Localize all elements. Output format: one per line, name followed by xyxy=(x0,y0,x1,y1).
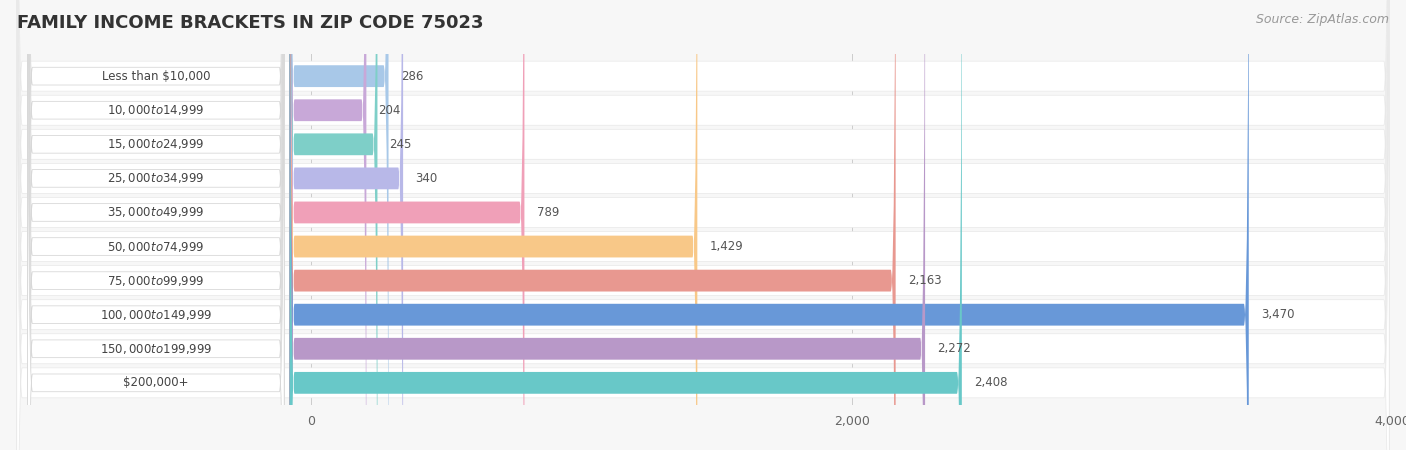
FancyBboxPatch shape xyxy=(290,0,388,450)
Text: 3,470: 3,470 xyxy=(1261,308,1295,321)
FancyBboxPatch shape xyxy=(28,0,284,450)
FancyBboxPatch shape xyxy=(28,0,284,450)
FancyBboxPatch shape xyxy=(28,0,284,450)
FancyBboxPatch shape xyxy=(290,0,925,450)
FancyBboxPatch shape xyxy=(17,0,1389,450)
FancyBboxPatch shape xyxy=(28,0,284,450)
Text: $15,000 to $24,999: $15,000 to $24,999 xyxy=(107,137,205,151)
FancyBboxPatch shape xyxy=(28,0,284,450)
Text: 2,272: 2,272 xyxy=(938,342,972,355)
Text: $35,000 to $49,999: $35,000 to $49,999 xyxy=(107,206,205,220)
FancyBboxPatch shape xyxy=(17,0,1389,450)
FancyBboxPatch shape xyxy=(17,0,1389,450)
FancyBboxPatch shape xyxy=(17,0,1389,450)
FancyBboxPatch shape xyxy=(28,0,284,450)
Text: $150,000 to $199,999: $150,000 to $199,999 xyxy=(100,342,212,356)
Text: $25,000 to $34,999: $25,000 to $34,999 xyxy=(107,171,205,185)
Text: $50,000 to $74,999: $50,000 to $74,999 xyxy=(107,239,205,253)
Text: 204: 204 xyxy=(378,104,401,117)
Text: $200,000+: $200,000+ xyxy=(124,376,188,389)
FancyBboxPatch shape xyxy=(28,0,284,450)
FancyBboxPatch shape xyxy=(290,0,1249,450)
Text: 340: 340 xyxy=(415,172,437,185)
Text: 1,429: 1,429 xyxy=(710,240,744,253)
Text: 2,408: 2,408 xyxy=(974,376,1008,389)
Text: 789: 789 xyxy=(537,206,560,219)
Text: $75,000 to $99,999: $75,000 to $99,999 xyxy=(107,274,205,288)
FancyBboxPatch shape xyxy=(17,0,1389,450)
FancyBboxPatch shape xyxy=(17,0,1389,450)
FancyBboxPatch shape xyxy=(290,0,367,450)
Text: $100,000 to $149,999: $100,000 to $149,999 xyxy=(100,308,212,322)
FancyBboxPatch shape xyxy=(290,0,524,450)
FancyBboxPatch shape xyxy=(290,0,697,450)
FancyBboxPatch shape xyxy=(28,0,284,450)
FancyBboxPatch shape xyxy=(290,0,962,450)
Text: 286: 286 xyxy=(401,70,423,83)
FancyBboxPatch shape xyxy=(17,0,1389,450)
FancyBboxPatch shape xyxy=(28,0,284,450)
Text: Source: ZipAtlas.com: Source: ZipAtlas.com xyxy=(1256,14,1389,27)
Text: Less than $10,000: Less than $10,000 xyxy=(101,70,209,83)
FancyBboxPatch shape xyxy=(290,0,377,450)
Text: 245: 245 xyxy=(389,138,412,151)
Text: $10,000 to $14,999: $10,000 to $14,999 xyxy=(107,103,205,117)
Text: FAMILY INCOME BRACKETS IN ZIP CODE 75023: FAMILY INCOME BRACKETS IN ZIP CODE 75023 xyxy=(17,14,484,32)
FancyBboxPatch shape xyxy=(17,0,1389,450)
FancyBboxPatch shape xyxy=(290,0,404,450)
FancyBboxPatch shape xyxy=(290,0,896,450)
FancyBboxPatch shape xyxy=(17,0,1389,450)
Text: 2,163: 2,163 xyxy=(908,274,942,287)
FancyBboxPatch shape xyxy=(17,0,1389,450)
FancyBboxPatch shape xyxy=(28,0,284,450)
